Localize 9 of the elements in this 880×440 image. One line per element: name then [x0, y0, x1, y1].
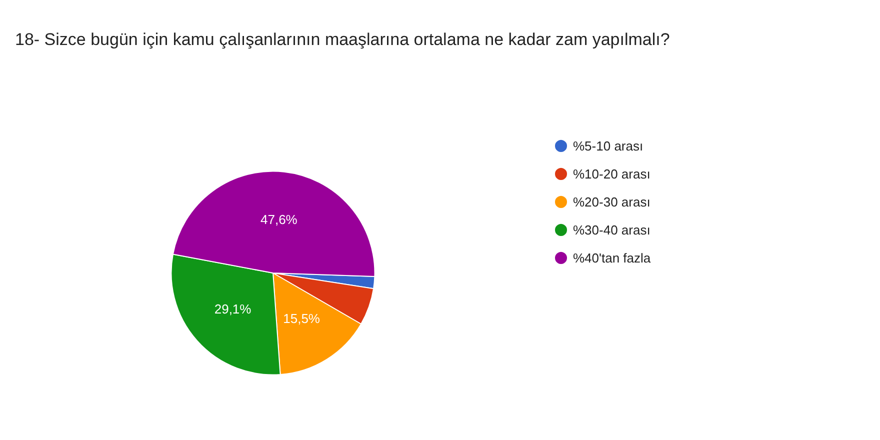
data-label: 47,6%	[260, 212, 298, 227]
legend-label: %40'tan fazla	[573, 250, 652, 266]
data-label: 15,5%	[283, 311, 320, 326]
data-label: 29,1%	[214, 301, 252, 316]
legend-label: %5-10 arası	[573, 138, 644, 154]
legend-label: %30-40 arası	[573, 222, 650, 238]
legend-label: %10-20 arası	[573, 166, 650, 182]
legend-label: %20-30 arası	[573, 194, 650, 210]
chart-title: 18- Sizce bugün için kamu çalışanlarının maaşlarına ortalama ne kadar zam yapılmalı?	[15, 30, 670, 49]
